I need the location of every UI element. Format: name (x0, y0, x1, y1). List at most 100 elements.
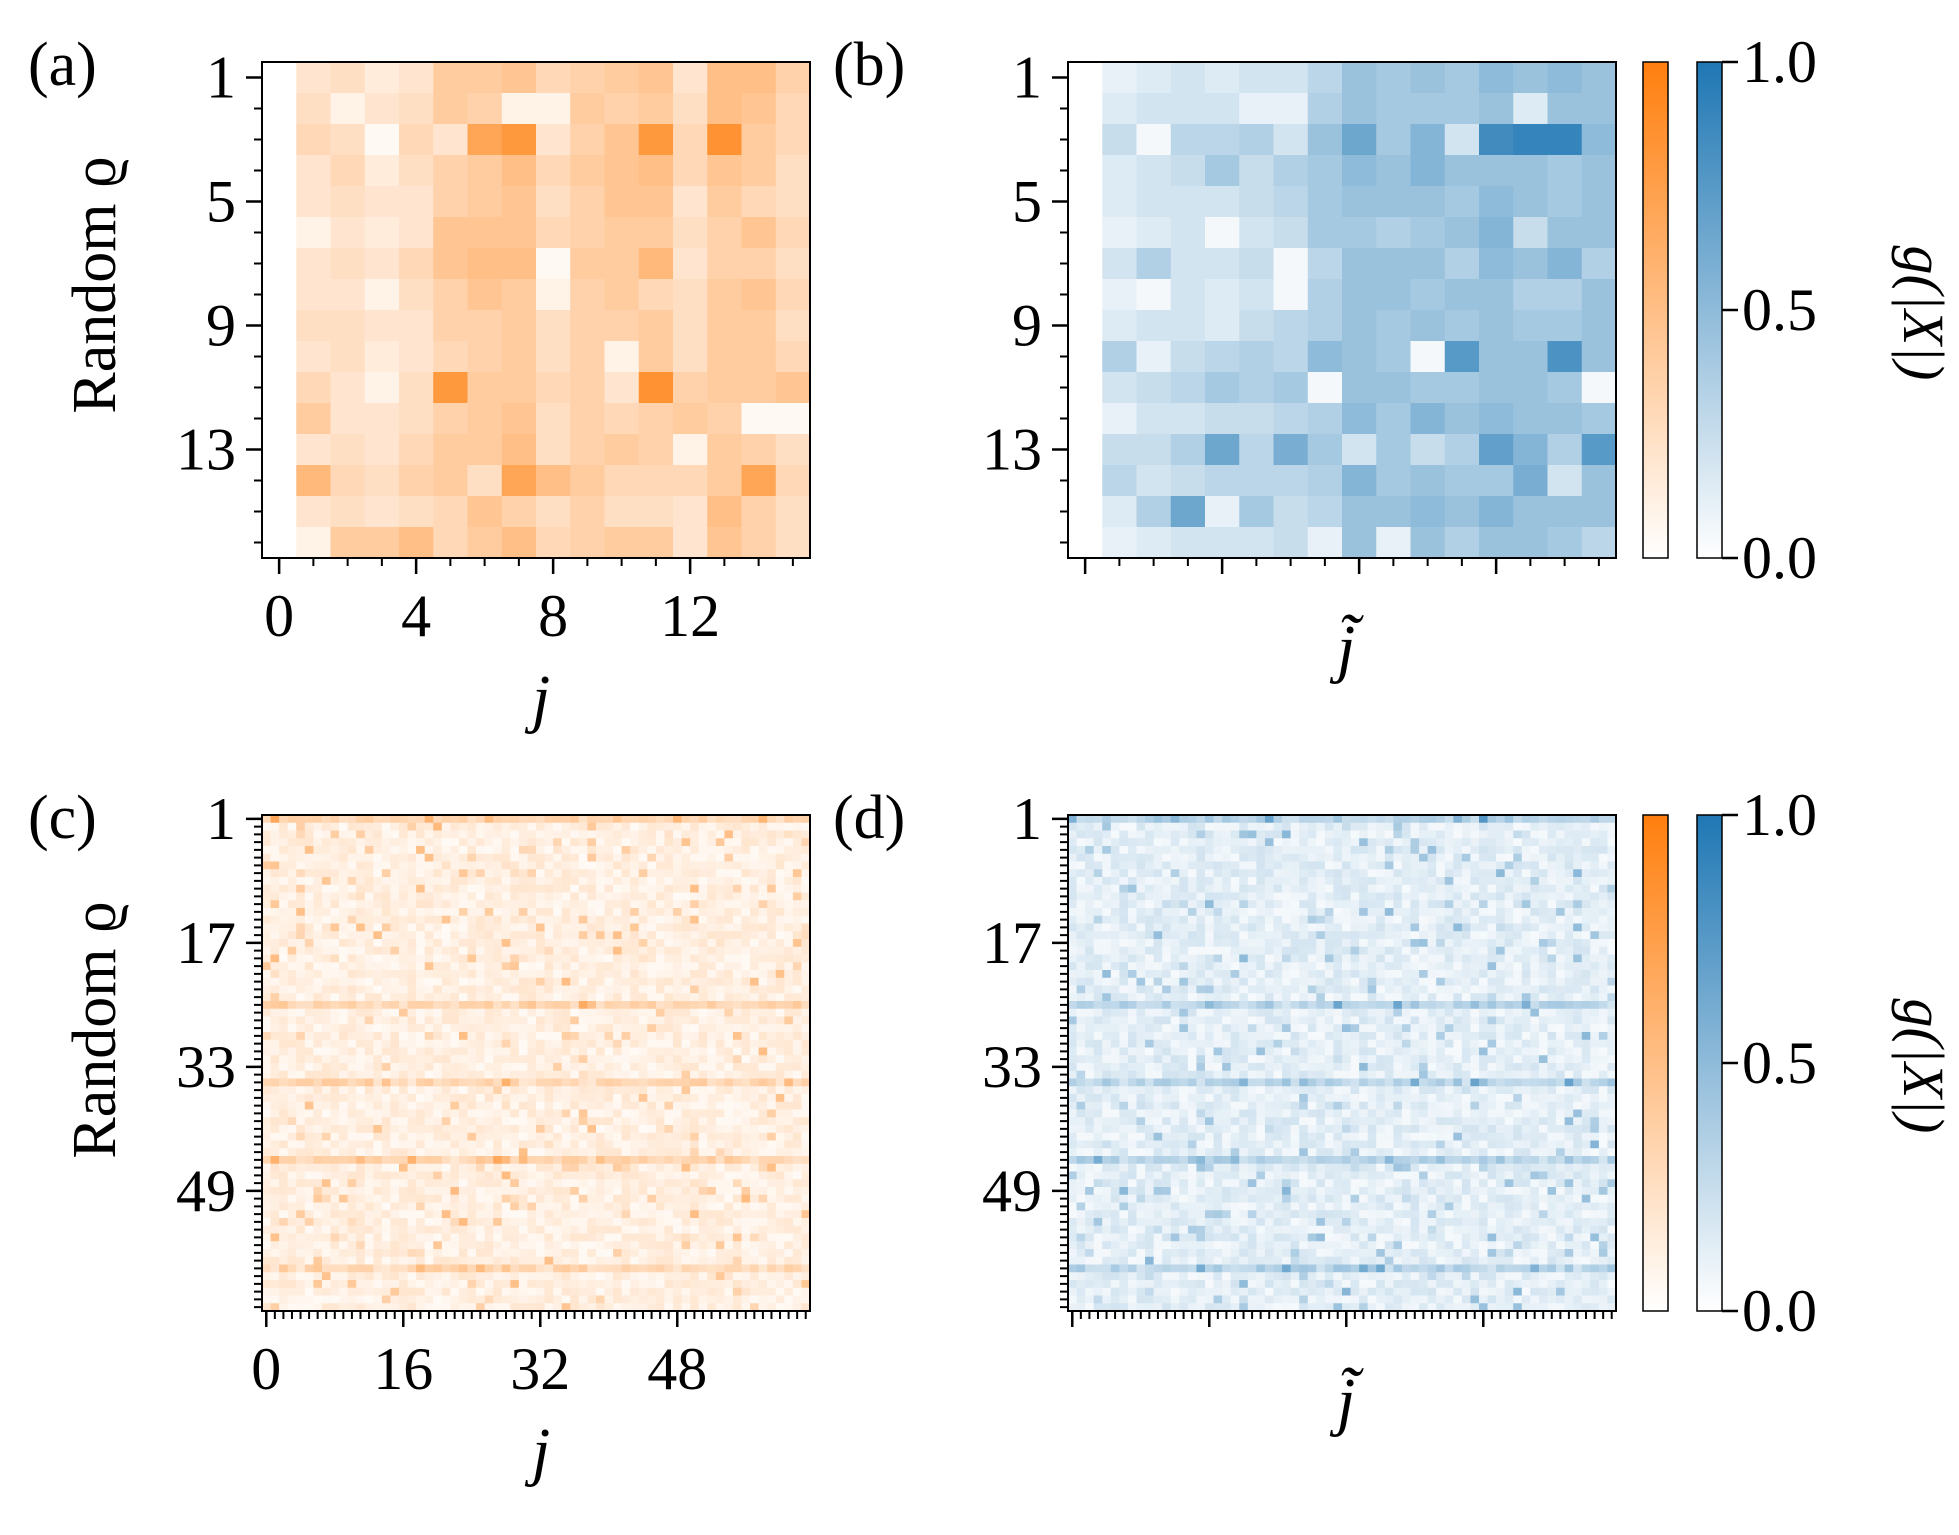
heatmap-cell (621, 1070, 631, 1080)
heatmap-cell (801, 1194, 811, 1204)
heatmap-cell (399, 1171, 409, 1180)
heatmap-cell (544, 1241, 554, 1250)
heatmap-cell (364, 341, 400, 373)
heatmap-cell (595, 892, 606, 901)
heatmap-cell (604, 465, 640, 497)
heatmap-cell (655, 1078, 666, 1087)
heatmap-cell (356, 1140, 366, 1149)
heatmap-cell (450, 1148, 460, 1157)
heatmap-cell (262, 908, 272, 917)
heatmap-cell (373, 1202, 383, 1211)
heatmap-cell (630, 1132, 640, 1142)
heatmap-cell (450, 861, 460, 870)
heatmap-cell (1068, 434, 1103, 466)
heatmap-cell (476, 1078, 486, 1087)
heatmap-cell (390, 1163, 400, 1173)
heatmap-cell (647, 1008, 657, 1018)
heatmap-cell (279, 993, 289, 1002)
heatmap-cell (792, 1179, 803, 1188)
heatmap-cell (673, 310, 708, 342)
heatmap-cell (304, 884, 314, 894)
heatmap-cell (484, 1063, 494, 1072)
heatmap-cell (587, 1233, 597, 1242)
heatmap-cell (715, 1202, 725, 1211)
heatmap-cell (595, 1024, 606, 1033)
heatmap-cell (784, 1109, 794, 1118)
heatmap-cell (407, 861, 417, 870)
heatmap-cell (638, 877, 648, 886)
heatmap-cell (450, 1055, 460, 1064)
heatmap-cell (595, 1303, 606, 1312)
heatmap-cell (673, 1039, 683, 1049)
heatmap-cell (424, 993, 434, 1002)
heatmap-cell (527, 1233, 537, 1242)
heatmap-cell (476, 939, 486, 948)
heatmap-cell (647, 900, 657, 909)
heatmap-cell (416, 939, 426, 948)
heatmap-cell (356, 1008, 366, 1018)
heatmap-cell (732, 915, 743, 925)
heatmap-cell (399, 527, 434, 559)
heatmap-cell (347, 1070, 357, 1080)
heatmap-cell (476, 1202, 486, 1211)
heatmap-cell (536, 939, 546, 948)
heatmap-cell (304, 1086, 314, 1095)
heatmap-cell (347, 985, 357, 994)
heatmap-cell (561, 923, 571, 932)
heatmap-cell (287, 908, 297, 917)
heatmap-cell (698, 962, 708, 971)
heatmap-cell (544, 1233, 554, 1242)
heatmap-cell (1453, 815, 1463, 824)
heatmap-cell (467, 877, 477, 886)
heatmap-cell (501, 310, 537, 342)
heatmap-cell (638, 155, 674, 187)
heatmap-cell (347, 946, 357, 956)
heatmap-cell (707, 993, 717, 1002)
heatmap-cell (604, 993, 614, 1002)
heatmap-cell (330, 93, 366, 125)
heatmap-cell (296, 124, 332, 156)
heatmap-cell (536, 915, 546, 925)
heatmap-cell (1359, 822, 1369, 832)
heatmap-cell (279, 1171, 289, 1180)
heatmap-cell (296, 1156, 306, 1165)
heatmap-cell (364, 1280, 374, 1289)
heatmap-cell (681, 853, 691, 863)
heatmap-cell (707, 1070, 717, 1080)
heatmap-cell (536, 527, 571, 559)
heatmap-cell (570, 1187, 580, 1196)
heatmap-cell (313, 1187, 323, 1196)
heatmap-cell (262, 923, 272, 932)
heatmap-cell (536, 1078, 546, 1087)
heatmap-cell (262, 853, 272, 863)
heatmap-cell (493, 946, 503, 956)
heatmap-cell (664, 838, 674, 847)
heatmap-cell (467, 1171, 477, 1180)
heatmap-cell (287, 1125, 297, 1134)
heatmap-cell (262, 1055, 272, 1064)
heatmap-cell (621, 970, 631, 979)
heatmap-cell (321, 1194, 332, 1204)
heatmap-cell (296, 1295, 306, 1304)
heatmap-cell (690, 946, 700, 956)
heatmap-cell (501, 248, 537, 280)
heatmap-cell (1239, 155, 1275, 187)
heatmap-cell (595, 1249, 606, 1258)
heatmap-cell (570, 931, 580, 940)
heatmap-cell (262, 892, 272, 901)
heatmap-cell (732, 970, 743, 979)
heatmap-cell (561, 1001, 571, 1010)
heatmap-cell (330, 830, 340, 839)
heatmap-cell (655, 1156, 666, 1165)
heatmap-cell (578, 1024, 588, 1033)
heatmap-cell (715, 1086, 725, 1095)
heatmap-cell (1239, 62, 1275, 94)
heatmap-cell (510, 1016, 520, 1025)
heatmap-cell (767, 822, 777, 832)
heatmap-cell (784, 1179, 794, 1188)
heatmap-cell (501, 155, 537, 187)
heatmap-cell (630, 1039, 640, 1049)
heatmap-cell (339, 1132, 349, 1142)
heatmap-cell (784, 939, 794, 948)
heatmap-cell (673, 124, 708, 156)
